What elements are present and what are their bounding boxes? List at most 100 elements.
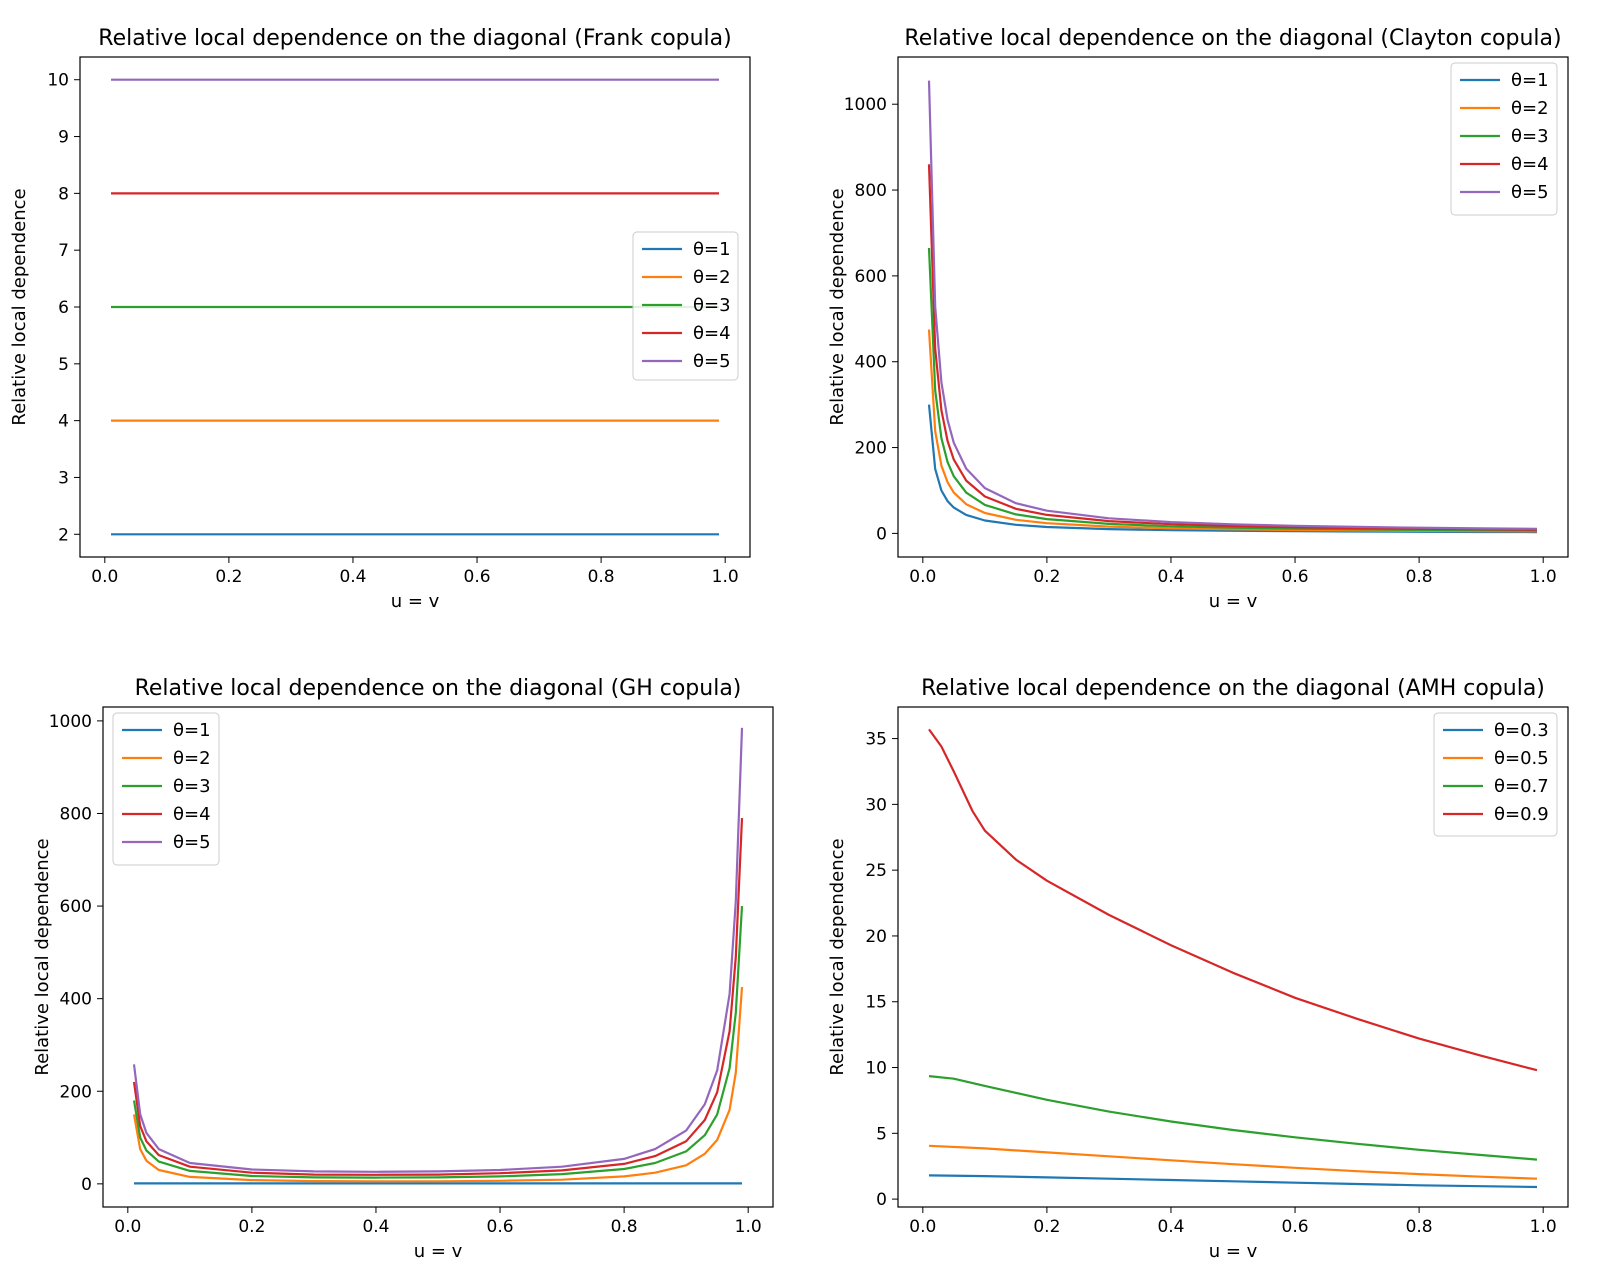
legend-label: θ=5 [173, 832, 211, 853]
chart-title: Relative local dependence on the diagona… [98, 26, 731, 51]
x-tick-label: 0.0 [91, 567, 118, 587]
y-tick-label: 8 [58, 184, 69, 204]
x-tick-label: 1.0 [1530, 1217, 1557, 1237]
legend-label: θ=0.3 [1494, 720, 1549, 741]
legend-label: θ=1 [693, 239, 731, 260]
x-axis-label: u = v [1209, 591, 1258, 612]
series-line-3 [132, 906, 744, 1179]
y-tick-label: 0 [876, 1190, 887, 1210]
x-tick-label: 0.8 [1406, 567, 1433, 587]
plot-frame [102, 706, 774, 1208]
series-group [928, 728, 1538, 1189]
y-tick-label: 9 [58, 128, 69, 148]
legend: θ=0.3 θ=0.5 θ=0.7 θ=0.9 [1433, 712, 1558, 837]
y-tick-label: 6 [58, 298, 69, 318]
y-axis-label: Relative local dependence [9, 188, 30, 425]
y-tick-label: 2 [58, 525, 69, 545]
x-tick-label: 0.2 [215, 567, 242, 587]
legend: θ=1 θ=2 θ=3 θ=4 θ=5 [112, 712, 220, 866]
y-tick-label: 600 [855, 267, 887, 287]
x-tick-label: 1.0 [1530, 567, 1557, 587]
chart-panel-1: Relative local dependence on the diagona… [9, 26, 751, 612]
x-tick-label: 0.4 [362, 1217, 389, 1237]
legend-box [1450, 62, 1558, 216]
series-line-1 [927, 404, 1538, 534]
chart-title: Relative local dependence on the diagona… [135, 676, 742, 701]
legend-label: θ=4 [173, 804, 211, 825]
y-tick-label: 600 [60, 897, 92, 917]
x-tick-label: 0.6 [464, 567, 491, 587]
y-tick-label: 200 [60, 1082, 92, 1102]
legend-label: θ=5 [1511, 182, 1549, 203]
y-tick-label: 400 [60, 990, 92, 1010]
y-tick-label: 4 [58, 412, 69, 432]
y-tick-label: 15 [865, 993, 887, 1013]
legend-label: θ=4 [693, 323, 731, 344]
y-tick-label: 400 [855, 353, 887, 373]
chart-title: Relative local dependence on the diagona… [904, 26, 1561, 51]
legend-box [1433, 712, 1558, 837]
chart-panel-4: Relative local dependence on the diagona… [827, 676, 1569, 1262]
series-line-5 [132, 727, 744, 1173]
x-tick-label: 1.0 [712, 567, 739, 587]
legend: θ=1 θ=2 θ=3 θ=4 θ=5 [1450, 62, 1558, 216]
y-tick-label: 3 [58, 468, 69, 488]
series-line-4 [927, 164, 1538, 531]
legend-label: θ=1 [173, 720, 211, 741]
series-line-5 [927, 80, 1538, 530]
x-tick-label: 0.4 [1157, 567, 1184, 587]
legend-label: θ=4 [1511, 154, 1549, 175]
x-tick-label: 0.0 [909, 1217, 936, 1237]
y-tick-label: 10 [47, 71, 69, 91]
chart-title: Relative local dependence on the diagona… [921, 676, 1545, 701]
x-tick-label: 0.8 [588, 567, 615, 587]
series-group [111, 78, 719, 536]
x-tick-label: 0.8 [611, 1217, 638, 1237]
series-line-2 [928, 1144, 1538, 1180]
x-tick-label: 1.0 [735, 1217, 762, 1237]
series-line-1 [928, 1174, 1538, 1189]
series-group [132, 727, 744, 1185]
y-tick-label: 10 [865, 1059, 887, 1079]
series-line-4 [928, 728, 1538, 1072]
series-line-3 [927, 247, 1538, 532]
legend-label: θ=1 [1511, 70, 1549, 91]
legend-label: θ=3 [173, 776, 211, 797]
plot-frame [897, 56, 1569, 558]
y-axis-label: Relative local dependence [827, 838, 848, 1075]
y-tick-label: 0 [876, 524, 887, 544]
plot-frame [897, 706, 1569, 1208]
x-tick-label: 0.6 [1282, 567, 1309, 587]
y-tick-label: 20 [865, 927, 887, 947]
x-axis-label: u = v [414, 1241, 463, 1262]
x-axis-label: u = v [1209, 1241, 1258, 1262]
legend-label: θ=5 [693, 351, 731, 372]
legend-label: θ=0.7 [1494, 776, 1549, 797]
legend-label: θ=3 [693, 295, 731, 316]
y-tick-label: 30 [865, 795, 887, 815]
x-tick-label: 0.6 [1282, 1217, 1309, 1237]
y-tick-label: 7 [58, 241, 69, 261]
x-axis-label: u = v [391, 591, 440, 612]
y-tick-label: 5 [58, 355, 69, 375]
x-tick-label: 0.6 [487, 1217, 514, 1237]
legend-box [632, 231, 739, 381]
y-tick-label: 35 [865, 730, 887, 750]
series-line-4 [132, 818, 744, 1176]
y-tick-label: 800 [60, 804, 92, 824]
x-tick-label: 0.0 [909, 567, 936, 587]
x-tick-label: 0.4 [1157, 1217, 1184, 1237]
y-tick-label: 800 [855, 181, 887, 201]
series-line-2 [927, 329, 1538, 533]
legend-label: θ=2 [1511, 98, 1549, 119]
legend-box [112, 712, 220, 866]
legend-label: θ=0.9 [1494, 804, 1549, 825]
legend: θ=1 θ=2 θ=3 θ=4 θ=5 [632, 231, 739, 381]
series-group [927, 80, 1538, 534]
y-tick-label: 1000 [49, 712, 92, 732]
legend-label: θ=0.5 [1494, 748, 1549, 769]
x-tick-label: 0.0 [114, 1217, 141, 1237]
legend-label: θ=3 [1511, 126, 1549, 147]
chart-panel-2: Relative local dependence on the diagona… [827, 26, 1569, 612]
